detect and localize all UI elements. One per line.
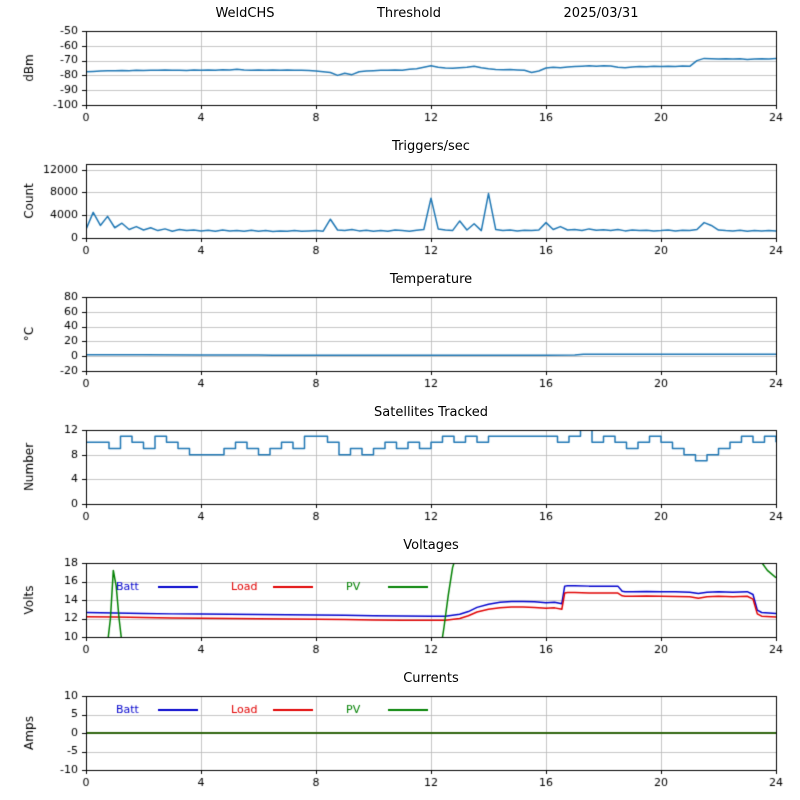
dbm-plot-canvas — [0, 23, 800, 133]
voltages-plot-canvas — [0, 555, 800, 665]
chart-title-satellites: Satellites Tracked — [374, 405, 488, 420]
temperature-plot-canvas — [0, 289, 800, 399]
chart-currents: Currents — [0, 665, 800, 798]
chart-title-temperature: Temperature — [389, 272, 473, 287]
satellites-plot-canvas — [0, 422, 800, 532]
title-row: Currents — [0, 665, 800, 688]
triggers-plot-canvas — [0, 156, 800, 266]
chart-title-voltages: Voltages — [403, 538, 459, 553]
title-row: Voltages — [0, 532, 800, 555]
title-row: Satellites Tracked — [0, 399, 800, 422]
chart-title-currents: Currents — [403, 671, 459, 686]
title-row: Triggers/sec — [0, 133, 800, 156]
header-row: WeldCHS Threshold 2025/03/31 — [0, 0, 800, 23]
title-row: Temperature — [0, 266, 800, 289]
date-label: 2025/03/31 — [563, 6, 639, 21]
mode-label: Threshold — [376, 6, 442, 21]
currents-plot-canvas — [0, 688, 800, 798]
chart-dbm-signal: WeldCHS Threshold 2025/03/31 — [0, 0, 800, 133]
chart-triggers: Triggers/sec — [0, 133, 800, 266]
chart-satellites: Satellites Tracked — [0, 399, 800, 532]
chart-title-triggers: Triggers/sec — [392, 139, 470, 154]
station-label: WeldCHS — [215, 6, 275, 21]
chart-temperature: Temperature — [0, 266, 800, 399]
chart-voltages: Voltages — [0, 532, 800, 665]
